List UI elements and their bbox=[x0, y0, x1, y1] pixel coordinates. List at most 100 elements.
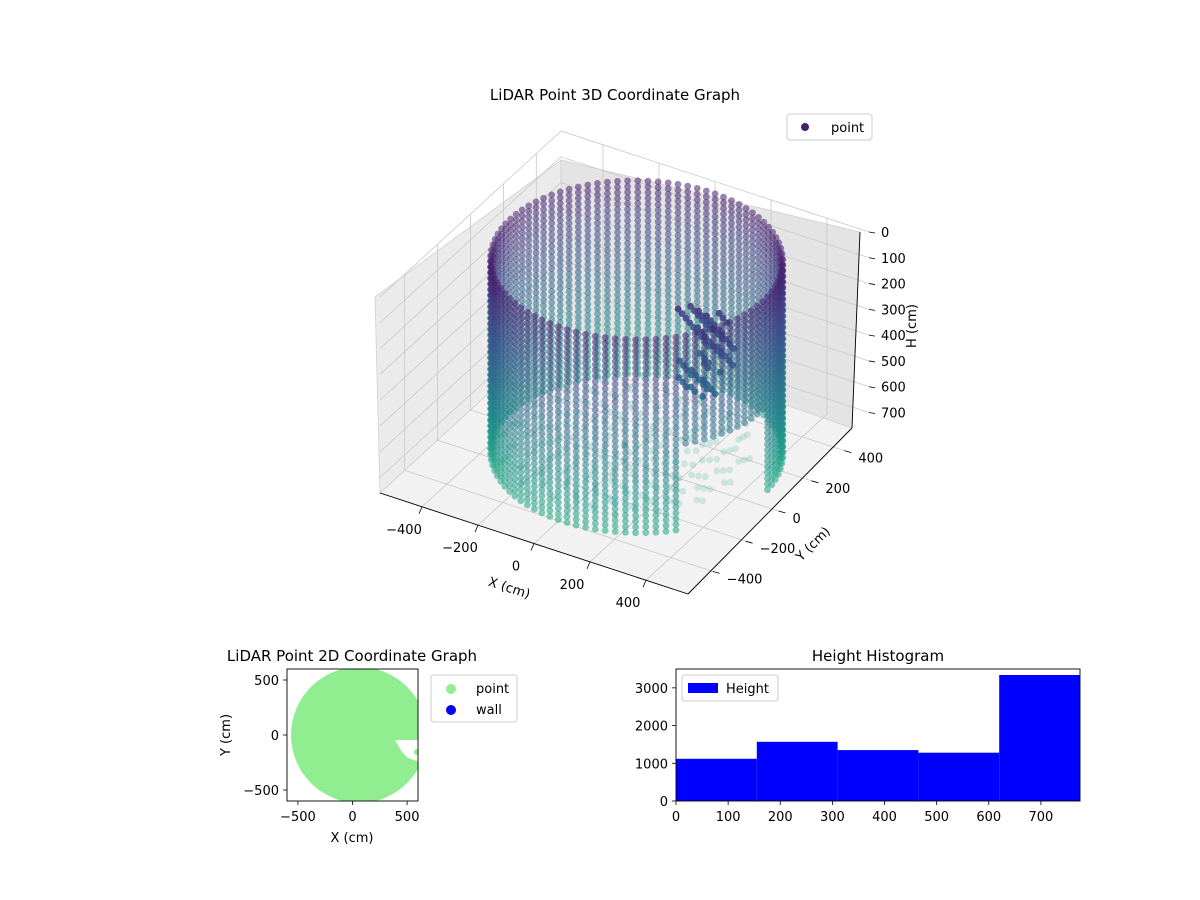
point-3d bbox=[572, 453, 580, 461]
point-3d bbox=[632, 455, 639, 463]
point-3d bbox=[611, 494, 619, 501]
point-3d bbox=[546, 410, 554, 418]
point-3d bbox=[726, 447, 734, 454]
point-3d bbox=[512, 262, 520, 269]
point-3d bbox=[511, 390, 519, 398]
point-3d bbox=[582, 331, 589, 338]
point-3d bbox=[749, 232, 756, 239]
point-3d bbox=[563, 354, 571, 362]
point-3d bbox=[700, 424, 708, 432]
point-3d bbox=[518, 234, 526, 242]
point-3d bbox=[742, 244, 750, 252]
point-3d bbox=[511, 350, 519, 358]
z-tick-mark-3d bbox=[868, 360, 876, 363]
point-3d bbox=[548, 265, 556, 273]
legend-2d-point-marker bbox=[446, 684, 456, 694]
point-3d bbox=[546, 399, 554, 407]
point-3d bbox=[563, 348, 571, 356]
point-3d bbox=[614, 302, 621, 310]
point-3d bbox=[691, 438, 699, 445]
point-3d bbox=[548, 214, 556, 222]
point-3d bbox=[574, 285, 582, 293]
point-3d bbox=[548, 242, 556, 250]
point-3d bbox=[531, 420, 538, 428]
point-3d bbox=[759, 320, 767, 328]
point-3d bbox=[523, 461, 531, 469]
point-3d bbox=[565, 208, 573, 216]
point-3d bbox=[709, 382, 717, 389]
point-3d bbox=[574, 211, 582, 219]
point-3d bbox=[693, 202, 701, 209]
point-3d bbox=[591, 344, 599, 351]
point-3d bbox=[523, 325, 531, 333]
point-3d bbox=[726, 324, 734, 332]
point-3d bbox=[506, 431, 513, 438]
point-3d bbox=[546, 388, 554, 395]
point-3d bbox=[740, 456, 748, 464]
point-3d bbox=[512, 273, 520, 281]
point-3d bbox=[624, 273, 631, 281]
point-3d bbox=[759, 349, 767, 357]
point-3d bbox=[654, 297, 662, 305]
point-3d bbox=[548, 191, 556, 199]
x-tick-mark-3d bbox=[530, 543, 535, 551]
point-3d bbox=[572, 385, 580, 393]
point-3d bbox=[734, 400, 741, 408]
point-3d bbox=[637, 409, 645, 417]
point-3d bbox=[591, 514, 599, 522]
point-3d bbox=[652, 381, 660, 388]
point-3d bbox=[644, 262, 652, 270]
y-tick-label-2d: 500 bbox=[254, 674, 279, 689]
point-3d bbox=[574, 257, 582, 265]
point-3d bbox=[662, 431, 670, 439]
point-3d bbox=[644, 285, 652, 293]
point-3d bbox=[556, 285, 564, 292]
point-3d bbox=[604, 252, 611, 260]
point-3d bbox=[700, 401, 708, 409]
legend-2d: point wall bbox=[430, 674, 518, 723]
point-3d bbox=[694, 484, 702, 491]
point-3d bbox=[682, 406, 689, 413]
point-3d bbox=[742, 210, 750, 218]
point-3d bbox=[511, 333, 519, 341]
point-3d bbox=[563, 507, 571, 515]
point-3d bbox=[523, 399, 531, 407]
point-3d bbox=[523, 456, 531, 463]
point-3d bbox=[695, 472, 702, 480]
point-3d bbox=[684, 324, 692, 332]
point-3d bbox=[702, 250, 710, 257]
point-3d bbox=[523, 422, 531, 429]
point-3d bbox=[584, 261, 592, 268]
point-3d bbox=[654, 235, 662, 243]
point-3d bbox=[622, 511, 629, 519]
point-3d bbox=[604, 224, 611, 232]
point-3d bbox=[546, 450, 554, 458]
point-3d bbox=[654, 252, 662, 259]
point-3d bbox=[764, 440, 771, 448]
point-3d bbox=[652, 483, 660, 491]
point-3d bbox=[644, 206, 652, 213]
point-3d bbox=[501, 290, 509, 297]
point-3d bbox=[654, 309, 662, 316]
point-3d bbox=[693, 496, 701, 504]
point-3d bbox=[662, 459, 670, 467]
point-3d bbox=[624, 256, 631, 264]
point-3d bbox=[591, 417, 599, 425]
point-3d bbox=[664, 321, 672, 329]
point-3d bbox=[546, 416, 554, 424]
point-3d bbox=[556, 307, 564, 315]
point-3d bbox=[517, 366, 525, 374]
point-3d bbox=[614, 240, 621, 248]
point-3d bbox=[779, 261, 787, 269]
point-3d bbox=[584, 181, 592, 189]
legend-2d-point-label: point bbox=[476, 682, 509, 697]
point-3d bbox=[582, 376, 589, 384]
point-3d bbox=[691, 364, 699, 372]
point-3d bbox=[611, 392, 619, 399]
point-3d bbox=[554, 459, 562, 467]
point-3d bbox=[753, 365, 761, 373]
point-3d bbox=[518, 257, 526, 265]
point-3d bbox=[662, 482, 670, 490]
point-3d bbox=[584, 244, 592, 251]
point-3d bbox=[511, 396, 519, 404]
